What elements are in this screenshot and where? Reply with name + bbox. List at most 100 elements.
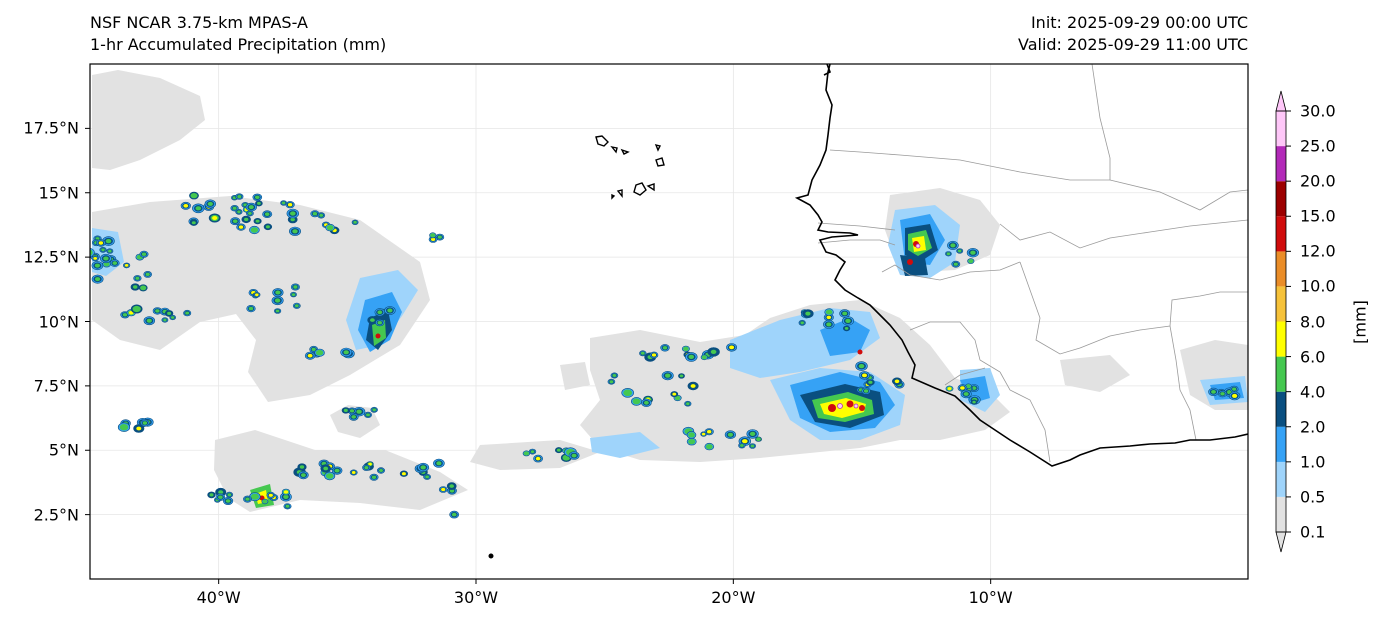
precip-cell <box>133 285 138 289</box>
colorbar-level-label: 15.0 <box>1300 206 1336 226</box>
lat-tick-label: 12.5°N <box>23 247 79 267</box>
precip-cell <box>254 195 260 199</box>
field-title: 1-hr Accumulated Precipitation (mm) <box>90 35 387 54</box>
colorbar-level-label: 10.0 <box>1300 276 1336 296</box>
precip-cell <box>238 225 244 229</box>
precip-cell <box>287 203 293 207</box>
precip-cell <box>191 221 196 225</box>
lat-tick-label: 2.5°N <box>33 505 79 525</box>
precip-cell <box>826 310 832 314</box>
precip-cell <box>845 318 851 323</box>
colorbar-swatch <box>1276 286 1286 322</box>
precip-cell <box>862 373 867 378</box>
precip-cell <box>94 263 100 268</box>
precip-cell <box>195 206 202 211</box>
precip-cell <box>105 239 112 244</box>
precip-cell <box>1211 390 1216 394</box>
precip-cell <box>672 392 677 396</box>
precip-cell <box>343 408 348 412</box>
precip-cell <box>379 469 383 472</box>
precip-cell <box>257 201 261 205</box>
precip-cell <box>368 462 372 466</box>
precip-cell <box>707 444 712 449</box>
precip-cell <box>701 432 706 436</box>
precip-cell <box>950 243 956 248</box>
precip-cell <box>826 315 832 320</box>
precip-cell <box>93 257 98 260</box>
precip-cell <box>283 494 289 499</box>
precip-cell <box>232 206 237 210</box>
colorbar-level-label: 4.0 <box>1300 382 1326 402</box>
precip-cell <box>237 210 241 214</box>
precip-cell <box>291 293 296 296</box>
map-header-left: NSF NCAR 3.75-km MPAS-A 1-hr Accumulated… <box>90 12 386 56</box>
precip-cell <box>634 399 639 404</box>
precip-cell <box>343 350 349 355</box>
precip-cell <box>264 212 270 216</box>
precip-cell <box>317 350 322 355</box>
precip-cell <box>248 205 254 210</box>
precip-cell <box>212 216 218 220</box>
colorbar-swatch <box>1276 356 1286 392</box>
precip-cell <box>163 318 167 322</box>
precip-cell <box>351 471 356 474</box>
precip-cell <box>805 311 811 316</box>
precip-cell <box>609 380 614 384</box>
precip-cell <box>334 468 340 473</box>
colorbar-extend-high <box>1275 90 1287 112</box>
precip-cell <box>689 439 694 444</box>
precip-cell <box>970 250 976 255</box>
precip-cell <box>293 285 298 289</box>
precip-cell <box>740 444 744 447</box>
colorbar <box>1275 90 1291 553</box>
map-header-right: Init: 2025-09-29 00:00 UTC Valid: 2025-0… <box>1018 12 1248 56</box>
precip-cell <box>690 384 696 388</box>
precip-cell <box>244 217 249 222</box>
precip-cell <box>283 490 289 494</box>
precip-cell <box>451 512 457 517</box>
precip-cell <box>437 235 442 239</box>
colorbar-swatch <box>1276 146 1286 182</box>
precip-cell <box>372 408 377 412</box>
precip-cell <box>319 213 324 217</box>
lon-tick-label: 30°W <box>453 588 499 607</box>
precip-cell <box>868 380 873 384</box>
colorbar-swatch <box>1276 111 1286 147</box>
colorbar-level-label: 2.0 <box>1300 417 1326 437</box>
precip-cell <box>662 346 668 350</box>
colorbar-level-label: 0.5 <box>1300 487 1326 507</box>
precip-cell <box>624 390 631 395</box>
precip-cell <box>844 327 849 330</box>
colorbar-level-label: 30.0 <box>1300 101 1336 121</box>
precip-cell <box>441 487 446 492</box>
precip-cell <box>254 293 259 297</box>
precip-cell <box>124 264 129 267</box>
precip-cell <box>307 353 313 358</box>
precip-cell <box>679 374 684 378</box>
precip-cell <box>142 421 148 425</box>
precip-cell <box>366 413 370 417</box>
precip-cell <box>290 211 296 216</box>
colorbar-level-label: 1.0 <box>1300 452 1326 472</box>
valid-time: Valid: 2025-09-29 11:00 UTC <box>1017 35 1248 54</box>
precip-cell <box>556 448 561 452</box>
lat-tick-label: 15°N <box>38 183 79 203</box>
coastline <box>794 64 1248 467</box>
precip-cell <box>858 364 865 369</box>
precip-cell <box>750 444 755 448</box>
precip-cell <box>651 353 657 357</box>
precip-cell <box>749 431 756 436</box>
precip-cell <box>167 311 172 315</box>
precip-12mm-areas <box>259 241 919 501</box>
precip-cell <box>431 233 435 237</box>
precip-cell <box>146 318 152 323</box>
precip-cell <box>377 321 382 325</box>
precip-cell <box>1232 387 1237 391</box>
colorbar-level-label: 12.0 <box>1300 241 1336 261</box>
precip-cell <box>842 311 848 316</box>
precip-cell <box>702 355 707 359</box>
precip-cell <box>122 313 128 317</box>
precip-cell <box>401 472 406 476</box>
precip-cell <box>98 241 104 245</box>
precip-cell <box>263 500 267 503</box>
